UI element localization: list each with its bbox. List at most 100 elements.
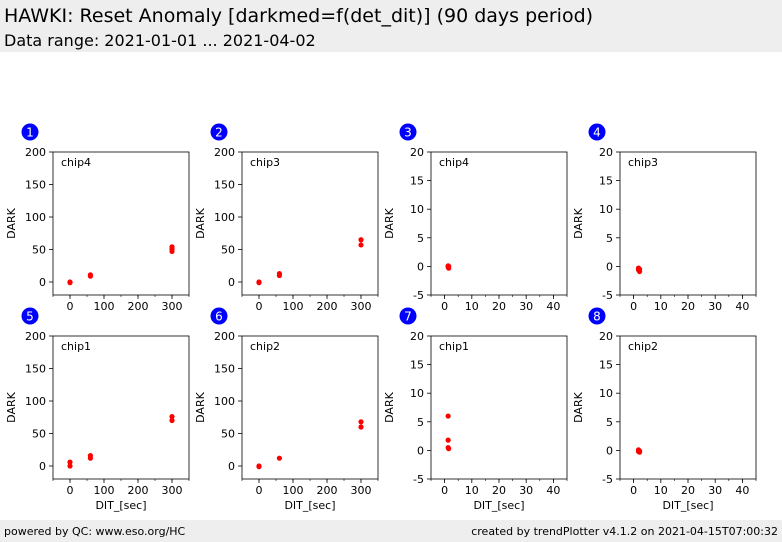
y-tick-label: 50	[32, 428, 46, 441]
data-point	[169, 244, 175, 250]
x-tick-label: 20	[492, 484, 506, 497]
y-tick-label: 15	[410, 175, 424, 188]
x-tick-label: 40	[735, 484, 749, 497]
data-point	[256, 280, 262, 286]
y-tick-label: 15	[410, 359, 424, 372]
y-tick-label: 20	[599, 330, 613, 343]
x-tick-label: 30	[708, 300, 722, 313]
chart-panel-7: 0 10 20 30 40 -5 0 5 10 15 20 DARK DIT_[sec] chip1 7	[383, 307, 568, 512]
y-tick-label: 0	[39, 460, 46, 473]
x-tick-label: 200	[128, 484, 149, 497]
data-point	[358, 242, 364, 248]
x-tick-label: 30	[519, 484, 533, 497]
x-tick-label: 10	[654, 300, 668, 313]
x-tick-label: 10	[465, 484, 479, 497]
header-bar: HAWKI: Reset Anomaly [darkmed=f(det_dit)…	[0, 0, 782, 52]
y-tick-label: 20	[599, 146, 613, 159]
data-point	[446, 263, 452, 269]
y-tick-label: 150	[214, 179, 235, 192]
data-point	[636, 449, 643, 455]
x-axis-label: DIT_[sec]	[95, 499, 146, 512]
data-point	[358, 424, 364, 430]
y-tick-label: -5	[413, 289, 424, 302]
y-tick-label: 50	[221, 428, 235, 441]
x-tick-label: 20	[681, 300, 695, 313]
panel-number-label: 4	[593, 126, 601, 140]
y-axis-label: DARK	[572, 207, 585, 238]
chart-panel-2: 0 100 200 300 0 50 100 150 200 DARK chip3 2	[194, 123, 379, 313]
y-axis-label: DARK	[194, 207, 207, 238]
chip-label: chip4	[61, 156, 91, 169]
panel-number-badge	[588, 123, 606, 141]
x-tick-label: 200	[317, 300, 338, 313]
y-tick-label: 0	[417, 260, 424, 273]
data-point	[87, 272, 93, 278]
y-tick-label: 200	[214, 330, 235, 343]
y-tick-label: 100	[214, 395, 235, 408]
panel-number-badge	[399, 307, 417, 325]
y-tick-label: 0	[606, 444, 613, 457]
y-tick-label: -5	[413, 473, 424, 486]
panel-number-badge	[21, 123, 39, 141]
panel-number-badge	[399, 123, 417, 141]
y-tick-label: 0	[417, 444, 424, 457]
x-tick-label: 0	[630, 300, 637, 313]
data-point	[169, 417, 175, 424]
y-tick-label: 100	[25, 395, 46, 408]
x-tick-label: 30	[708, 484, 722, 497]
y-axis-label: DARK	[5, 391, 18, 422]
x-tick-label: 0	[441, 300, 448, 313]
y-tick-label: 20	[410, 330, 424, 343]
x-tick-label: 0	[67, 484, 74, 497]
data-point	[276, 455, 282, 461]
panel-number-label: 2	[215, 126, 223, 140]
panel-number-label: 8	[593, 310, 601, 324]
x-tick-label: 100	[283, 484, 304, 497]
data-point	[445, 437, 451, 443]
x-tick-label: 300	[351, 484, 372, 497]
panel-number-label: 6	[215, 310, 223, 324]
x-tick-label: 300	[162, 300, 183, 313]
x-tick-label: 300	[351, 300, 372, 313]
chip-label: chip1	[439, 340, 469, 353]
y-tick-label: 10	[410, 387, 424, 400]
x-tick-label: 20	[681, 484, 695, 497]
y-axis-label: DARK	[194, 391, 207, 422]
x-tick-label: 100	[94, 484, 115, 497]
chart-panel-8: 0 10 20 30 40 -5 0 5 10 15 20 DARK DIT_[sec] chip2 8	[572, 307, 757, 512]
x-tick-label: 10	[465, 300, 479, 313]
x-tick-label: 40	[735, 300, 749, 313]
x-tick-label: 200	[317, 484, 338, 497]
data-point	[358, 419, 364, 425]
y-tick-label: -5	[602, 289, 613, 302]
x-tick-label: 30	[519, 300, 533, 313]
chip-label: chip1	[61, 340, 91, 353]
y-tick-label: 150	[214, 363, 235, 376]
page-title: HAWKI: Reset Anomaly [darkmed=f(det_dit)…	[4, 5, 594, 27]
y-tick-label: -5	[602, 473, 613, 486]
plot-frame	[241, 335, 379, 480]
panel-number-label: 3	[404, 126, 412, 140]
chip-label: chip3	[628, 156, 658, 169]
y-tick-label: 10	[599, 203, 613, 216]
x-tick-label: 20	[492, 300, 506, 313]
x-tick-label: 0	[630, 484, 637, 497]
y-tick-label: 0	[228, 276, 235, 289]
y-tick-label: 200	[25, 146, 46, 159]
y-tick-label: 15	[599, 175, 613, 188]
panel-number-badge	[210, 307, 228, 325]
panel-number-label: 5	[26, 310, 34, 324]
x-tick-label: 100	[94, 300, 115, 313]
y-tick-label: 200	[25, 330, 46, 343]
y-axis-label: DARK	[383, 391, 396, 422]
x-tick-label: 0	[441, 484, 448, 497]
x-tick-label: 100	[283, 300, 304, 313]
y-tick-label: 5	[417, 232, 424, 245]
x-tick-label: 40	[546, 484, 560, 497]
y-tick-label: 0	[228, 460, 235, 473]
x-tick-label: 300	[162, 484, 183, 497]
footer-bar: powered by QC: www.eso.org/HC created by…	[0, 520, 782, 542]
data-point	[256, 464, 262, 470]
data-point	[67, 280, 73, 286]
x-tick-label: 0	[256, 300, 263, 313]
